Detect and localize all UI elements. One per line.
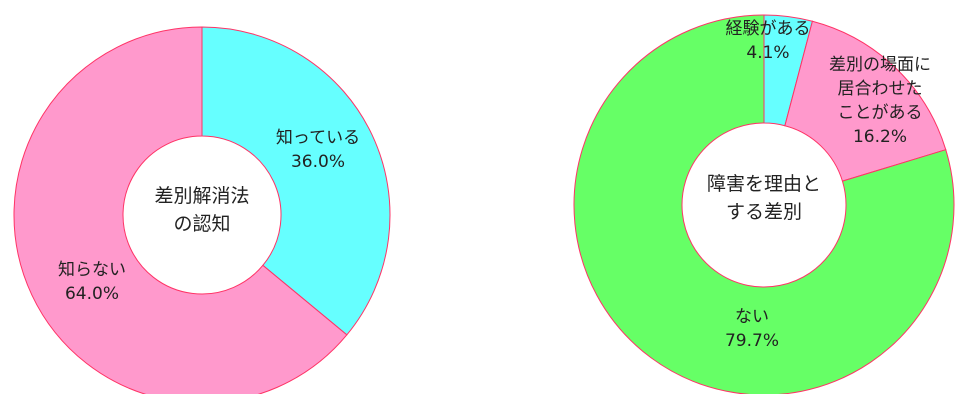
pie-slice-2 bbox=[784, 20, 947, 182]
slice-value-1: 36.0% bbox=[291, 152, 345, 172]
donut-center-title-line-2: の認知 bbox=[173, 213, 230, 235]
slice-value-2: 16.2% bbox=[853, 127, 907, 147]
slice-label-2-line-1: 差別の場面に bbox=[829, 55, 931, 75]
slice-label-1: 経験がある bbox=[726, 19, 811, 39]
donut-center-title-line-1: 障害を理由と bbox=[707, 173, 821, 195]
slice-value-2: 64.0% bbox=[65, 284, 119, 304]
donut-center-title-line-1: 差別解消法 bbox=[154, 185, 249, 207]
slice-value-1: 4.1% bbox=[746, 43, 789, 63]
pie-slice-3 bbox=[573, 14, 955, 394]
slice-value-3: 79.7% bbox=[725, 331, 779, 351]
slice-label-2-line-2: 居合わせた bbox=[838, 79, 923, 99]
pie-slice-1 bbox=[201, 26, 391, 336]
slice-label-3: ない bbox=[735, 307, 769, 327]
slice-label-2: 知らない bbox=[58, 260, 126, 280]
slice-label-1: 知っている bbox=[276, 128, 360, 148]
slice-label-2-line-3: ことがある bbox=[838, 103, 923, 123]
donut-center-title-line-2: する差別 bbox=[726, 201, 802, 223]
pie-slice-2 bbox=[13, 26, 348, 394]
